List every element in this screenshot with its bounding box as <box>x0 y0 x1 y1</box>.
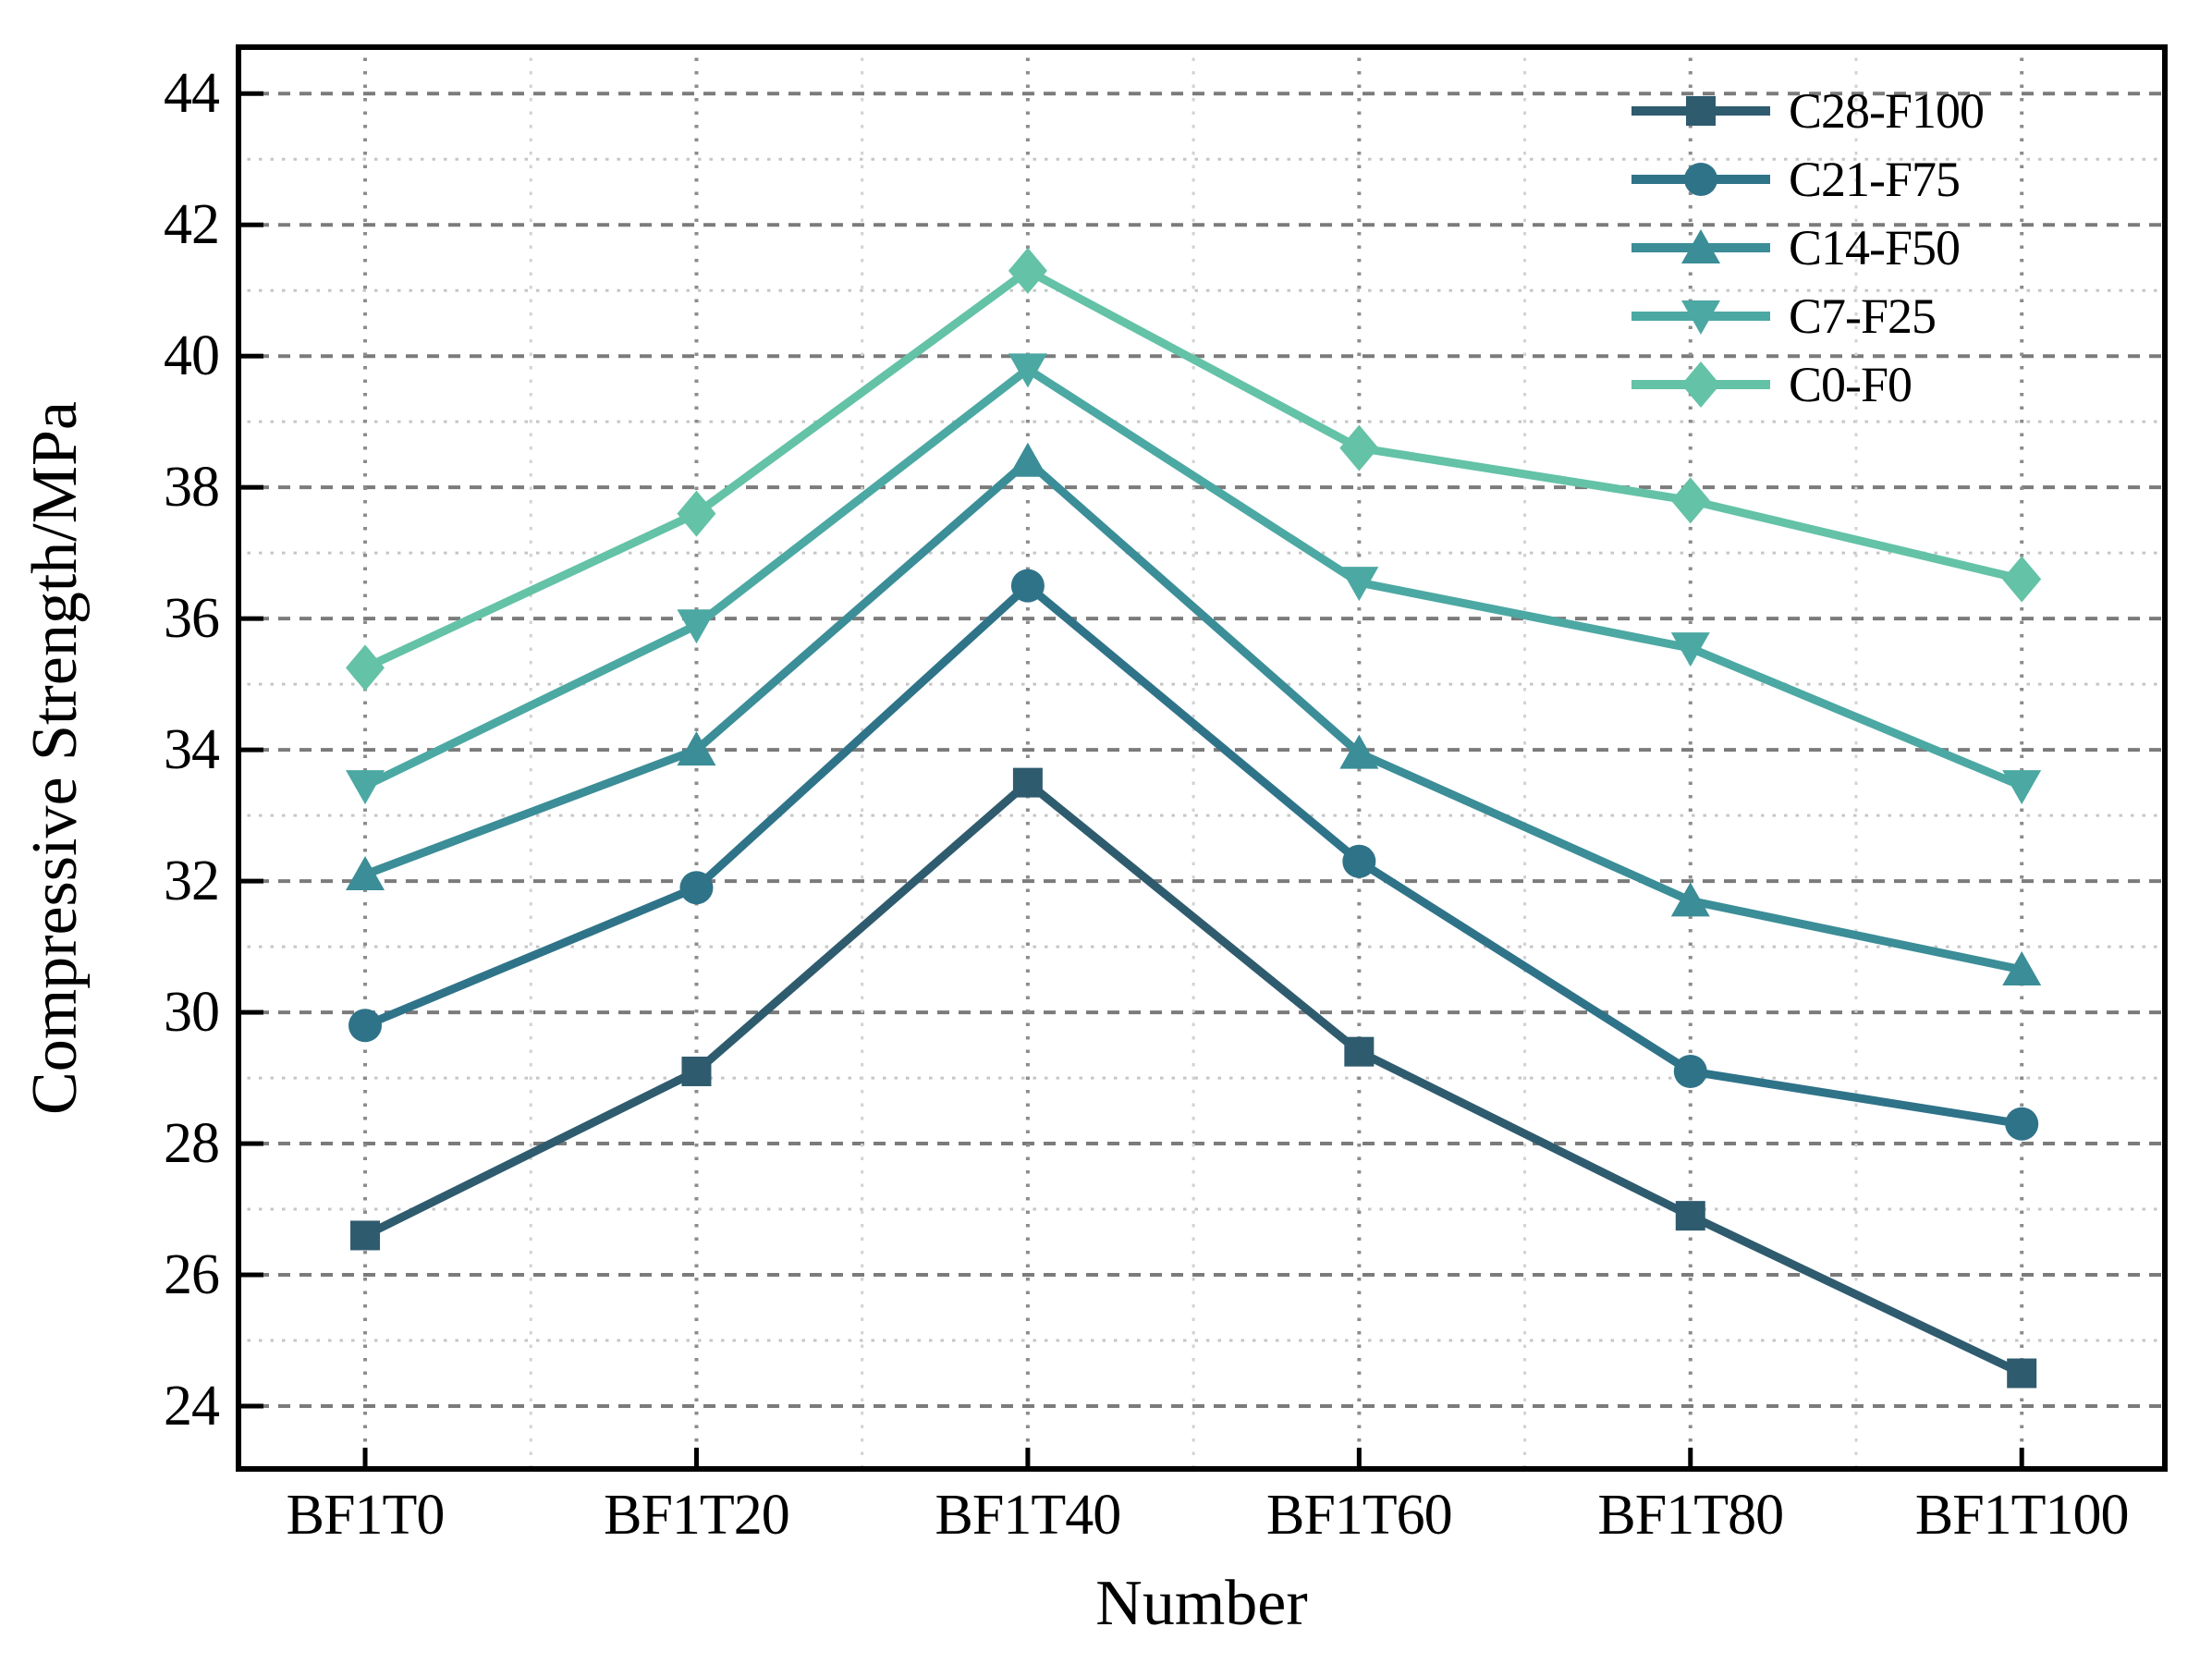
x-tick-label: BF1T0 <box>286 1484 446 1547</box>
series-marker-C14-F50 <box>1008 442 1047 477</box>
y-tick-label: 42 <box>164 193 220 257</box>
y-tick-label: 26 <box>164 1243 220 1307</box>
legend-swatch <box>1632 300 1770 335</box>
y-tick <box>239 484 263 490</box>
x-tick <box>2019 1448 2024 1468</box>
y-tick-label: 30 <box>164 981 220 1045</box>
series-marker-C28-F100 <box>1012 767 1043 798</box>
y-tick <box>239 91 263 96</box>
diamond-marker-icon <box>1681 361 1720 408</box>
triangle-down-marker-icon <box>1681 300 1720 335</box>
series-marker-C21-F75 <box>1342 844 1376 878</box>
series-marker-C14-F50 <box>677 731 716 766</box>
x-tick <box>693 1448 699 1468</box>
series-line-C0-F0 <box>363 265 2023 672</box>
y-tick <box>239 747 263 752</box>
y-tick-label: 36 <box>164 587 220 651</box>
series-marker-C0-F0 <box>2002 556 2042 603</box>
legend-label: C0-F0 <box>1789 357 1913 412</box>
series-marker-C21-F75 <box>679 871 714 905</box>
series-line-C7-F25 <box>363 363 2023 790</box>
series-line-C21-F75 <box>363 580 2023 1129</box>
series-marker-C21-F75 <box>2005 1107 2039 1141</box>
series-marker-C21-F75 <box>1010 569 1045 603</box>
y-tick <box>239 878 263 884</box>
y-tick <box>239 616 263 621</box>
legend-swatch <box>1632 229 1770 263</box>
legend-item-C0-F0: C0-F0 <box>1632 357 1984 412</box>
y-tick-label: 28 <box>164 1112 220 1176</box>
x-tick <box>1688 1448 1693 1468</box>
y-tick-label: 34 <box>164 718 220 782</box>
y-tick <box>239 1141 263 1146</box>
y-tick-label: 40 <box>164 324 220 388</box>
series-marker-C7-F25 <box>346 770 385 805</box>
legend: C28-F100 C21-F75 C14-F50 C7-F25 C0-F0 <box>1632 83 1985 425</box>
series-marker-C14-F50 <box>1339 734 1379 769</box>
y-tick-label: 24 <box>164 1375 220 1438</box>
series-marker-C28-F100 <box>1675 1201 1705 1231</box>
square-marker-icon <box>1686 96 1716 126</box>
legend-item-C28-F100: C28-F100 <box>1632 83 1985 139</box>
legend-label: C21-F75 <box>1789 152 1961 207</box>
legend-label: C14-F50 <box>1789 220 1961 275</box>
x-tick-label: BF1T100 <box>1914 1484 2130 1547</box>
y-tick <box>239 1272 263 1278</box>
triangle-up-marker-icon <box>1681 229 1720 263</box>
y-tick <box>239 222 263 227</box>
series-marker-C7-F25 <box>677 609 716 644</box>
series-marker-C28-F100 <box>1344 1036 1375 1067</box>
legend-item-C21-F75: C21-F75 <box>1632 152 1984 207</box>
y-tick <box>239 353 263 359</box>
series-marker-C14-F50 <box>2002 950 2042 985</box>
series-marker-C0-F0 <box>346 644 385 691</box>
legend-swatch <box>1632 163 1770 196</box>
series-marker-C28-F100 <box>350 1220 381 1251</box>
series-marker-C14-F50 <box>1670 882 1710 917</box>
series-marker-C28-F100 <box>681 1056 712 1086</box>
series-marker-C0-F0 <box>1339 424 1379 471</box>
plot-frame <box>236 44 2168 1472</box>
y-tick-label: 44 <box>164 62 220 126</box>
legend-item-C7-F25: C7-F25 <box>1632 288 1984 344</box>
x-tick <box>1025 1448 1031 1468</box>
y-axis-title: Compressive Strength/MPa <box>19 401 91 1115</box>
x-tick-label: BF1T60 <box>1265 1484 1453 1547</box>
series-marker-C7-F25 <box>1670 632 1710 667</box>
legend-label: C28-F100 <box>1789 83 1985 139</box>
x-tick-label: BF1T20 <box>604 1484 790 1547</box>
series-line-C28-F100 <box>363 777 2024 1377</box>
legend-item-C14-F50: C14-F50 <box>1632 220 1984 275</box>
series-marker-C0-F0 <box>1008 247 1047 294</box>
x-tick <box>1356 1448 1362 1468</box>
series-marker-C0-F0 <box>1670 477 1710 524</box>
chart-canvas <box>236 44 2168 1472</box>
y-tick-label: 32 <box>164 850 220 913</box>
x-axis-title: Number <box>1095 1568 1308 1639</box>
y-tick-label: 38 <box>164 456 220 520</box>
x-tick-label: BF1T80 <box>1597 1484 1784 1547</box>
legend-swatch <box>1632 96 1770 126</box>
series-marker-C28-F100 <box>2007 1358 2037 1389</box>
y-tick <box>239 1009 263 1015</box>
legend-label: C7-F25 <box>1789 288 1937 344</box>
series-marker-C21-F75 <box>348 1009 383 1043</box>
series-line-C14-F50 <box>363 455 2023 974</box>
series-marker-C14-F50 <box>346 856 385 891</box>
y-tick <box>239 1403 263 1409</box>
series-marker-C7-F25 <box>1339 567 1379 602</box>
x-tick-label: BF1T40 <box>935 1484 1122 1547</box>
legend-swatch <box>1632 361 1770 408</box>
series-marker-C7-F25 <box>2002 770 2042 805</box>
circle-marker-icon <box>1684 163 1717 196</box>
series-marker-C7-F25 <box>1008 353 1047 388</box>
x-tick <box>362 1448 368 1468</box>
series-marker-C0-F0 <box>677 490 716 537</box>
series-marker-C21-F75 <box>1673 1054 1707 1088</box>
